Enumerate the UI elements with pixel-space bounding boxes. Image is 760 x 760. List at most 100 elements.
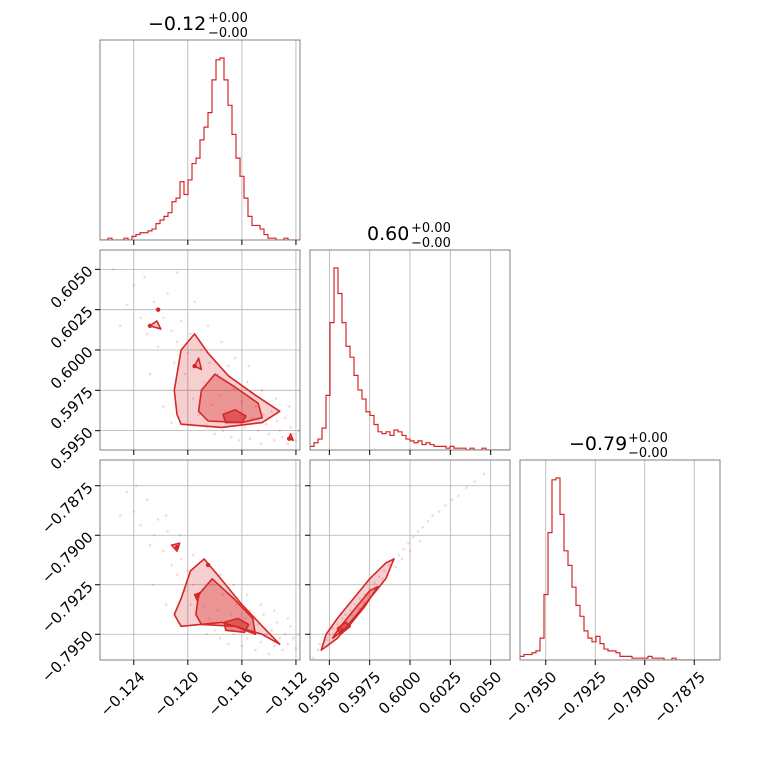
scatter-point <box>286 642 290 646</box>
scatter-point <box>210 583 214 587</box>
scatter-point <box>166 529 169 533</box>
scatter-point <box>349 609 352 612</box>
scatter-point <box>125 490 129 493</box>
contour-level <box>149 320 162 330</box>
x-tick-label: −0.7925 <box>551 668 610 727</box>
scatter-point <box>254 648 257 652</box>
y-tick-label: −0.7925 <box>38 578 97 637</box>
contour-level <box>223 617 250 634</box>
scatter-point <box>256 429 260 432</box>
scatter-point <box>450 498 454 501</box>
panel-frame <box>519 459 721 661</box>
scatter-point <box>139 524 142 527</box>
scatter-point <box>145 498 149 501</box>
scatter-point <box>189 603 192 606</box>
scatter-point <box>232 583 236 587</box>
x-tick-label: 0.6025 <box>415 668 465 718</box>
scatter-point <box>232 632 236 636</box>
scatter-point <box>118 514 122 517</box>
scatter-point <box>191 397 195 400</box>
scatter-point <box>162 405 165 408</box>
scatter-point <box>237 439 241 442</box>
scatter-point <box>170 421 173 424</box>
scatter-point <box>162 316 165 320</box>
scatter-point <box>294 646 298 650</box>
scatter-point <box>437 510 441 513</box>
scatter-point <box>243 426 246 429</box>
title-lower: −0.00 <box>208 26 248 41</box>
panel-clip-area <box>100 40 300 240</box>
scatter-point <box>289 426 292 429</box>
title-upper: +0.00 <box>628 431 668 446</box>
y-tick-label: −0.7900 <box>38 528 97 587</box>
scatter-point <box>220 340 223 344</box>
panel-2-0: −0.124 −0.120 −0.116 −0.112−0.7950−0.7925−0… <box>38 459 311 720</box>
scatter-point <box>152 300 156 303</box>
title-upper: +0.00 <box>208 11 248 26</box>
scatter-point <box>162 549 165 553</box>
scatter-point <box>274 397 277 400</box>
scatter-point <box>164 603 168 606</box>
y-tick-label: 0.6025 <box>47 303 97 353</box>
scatter-point <box>245 636 249 640</box>
scatter-point <box>264 422 268 426</box>
scatter-point <box>286 442 290 445</box>
contour-level <box>197 373 264 424</box>
scatter-point <box>170 329 173 332</box>
scatter-point <box>353 603 357 606</box>
scatter-point <box>193 300 196 303</box>
scatter-point <box>373 581 376 585</box>
scatter-point <box>240 400 244 403</box>
scatter-point <box>297 429 300 432</box>
title-main: −0.12 <box>148 13 206 35</box>
y-tick-label: 0.6050 <box>47 262 97 312</box>
y-tick-label: 0.5975 <box>47 383 97 433</box>
scatter-point <box>166 292 169 295</box>
scatter-point <box>368 587 371 591</box>
scatter-point <box>235 603 238 606</box>
scatter-point <box>218 636 222 640</box>
x-tick-label: −0.116 <box>205 668 257 720</box>
scatter-point <box>381 577 384 581</box>
scatter-point <box>248 437 252 441</box>
scatter-point <box>400 557 404 561</box>
scatter-point <box>208 617 211 620</box>
scatter-point <box>229 435 233 439</box>
panel-2-2: −0.7950−0.7925−0.7900−0.7875 <box>502 459 721 727</box>
title-lower: −0.00 <box>628 446 668 461</box>
scatter-point <box>291 636 295 640</box>
scatter-point <box>210 403 214 407</box>
scatter-point <box>197 413 200 416</box>
density-peak-marker <box>205 562 211 568</box>
scatter-point <box>416 529 420 533</box>
panel-clip-area <box>310 250 510 450</box>
scatter-point <box>426 520 430 523</box>
scatter-point <box>206 324 210 328</box>
scatter-point <box>273 644 276 648</box>
title-main: −0.79 <box>569 433 627 455</box>
scatter-point <box>259 603 263 606</box>
title-param-2: −0.79 +0.00 −0.00 <box>569 431 668 461</box>
panel-clip-area <box>310 460 510 660</box>
scatter-point <box>183 372 187 376</box>
x-tick-label: −0.7900 <box>601 668 660 727</box>
scatter-point <box>270 409 273 413</box>
scatter-point <box>262 413 265 416</box>
x-tick-label: −0.124 <box>97 668 149 720</box>
scatter-point <box>444 504 447 507</box>
scatter-point <box>316 648 320 652</box>
scatter-point <box>179 319 183 323</box>
scatter-point <box>191 583 195 587</box>
density-peak-marker <box>174 544 180 550</box>
scatter-point <box>278 429 282 432</box>
scatter-point <box>318 642 321 646</box>
scatter-point <box>170 563 173 567</box>
scatter-point <box>259 640 263 644</box>
histogram-series <box>520 477 720 660</box>
scatter-point <box>411 535 415 539</box>
scatter-point <box>143 276 146 279</box>
panel-clip-area <box>100 250 300 450</box>
panel-1-1 <box>309 249 511 455</box>
